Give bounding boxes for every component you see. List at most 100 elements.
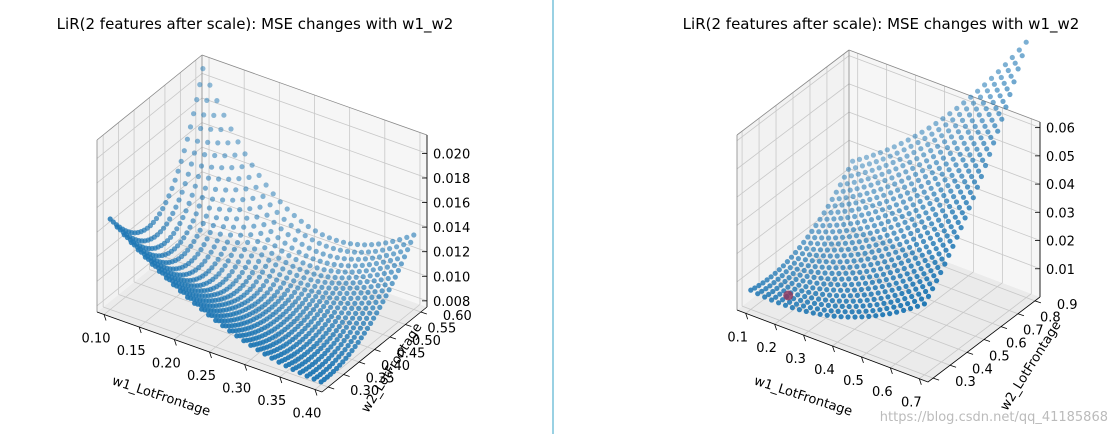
scatter-point (394, 256, 401, 262)
z-gridline-back (848, 55, 1041, 129)
scatter-point (886, 282, 892, 288)
scatter-point (849, 281, 855, 288)
scatter-point (759, 288, 765, 294)
scatter-point (847, 293, 854, 299)
scatter-point (950, 243, 956, 249)
scatter-point (976, 112, 982, 118)
scatter-point (357, 315, 363, 321)
scatter-point (964, 184, 971, 190)
scatter-point (310, 256, 316, 262)
scatter-point (372, 248, 379, 254)
scatter-point (948, 224, 954, 230)
scatter-point (988, 75, 995, 81)
scatter-point (295, 285, 301, 291)
scatter-point (319, 325, 325, 331)
scatter-point (852, 165, 859, 171)
scatter-point (321, 342, 327, 348)
scatter-point (773, 294, 779, 300)
scatter-point (292, 289, 298, 295)
scatter-point (240, 197, 246, 203)
scatter-point (207, 82, 213, 88)
scatter-point (964, 106, 970, 112)
scatter-point (864, 297, 870, 303)
scatter-point (267, 202, 273, 208)
scatter-point (951, 229, 957, 235)
scatter-point (791, 260, 798, 266)
scatter-point (958, 189, 964, 195)
scatter-point (952, 214, 958, 220)
scatter-point (816, 296, 822, 302)
scatter-point (881, 192, 887, 198)
scatter-point (172, 177, 178, 183)
scatter-point (305, 223, 311, 230)
scatter-point (918, 266, 924, 272)
scatter-point (886, 251, 892, 257)
scatter-point (752, 285, 758, 291)
scatter-point (199, 194, 205, 201)
scatter-point (235, 259, 241, 265)
scatter-point (171, 230, 177, 236)
scatter-point (304, 269, 310, 275)
pane-edge (848, 49, 1041, 123)
scatter-point (918, 296, 925, 302)
scatter-point (383, 293, 389, 299)
scatter-point (917, 279, 923, 285)
scatter-point (363, 305, 369, 311)
min-mse-point (783, 290, 794, 301)
scatter-point (833, 235, 839, 241)
scatter-point (369, 255, 376, 261)
scatter-point (802, 257, 809, 263)
scatter-point (882, 289, 888, 295)
scatter-point (876, 278, 883, 284)
scatter-point (915, 227, 921, 234)
scatter-point (807, 279, 813, 285)
scatter-point (334, 295, 340, 301)
scatter-point (344, 248, 350, 254)
scatter-point (256, 258, 262, 264)
scatter-point (904, 239, 910, 245)
scatter-point (982, 123, 988, 129)
scatter-point (866, 161, 873, 167)
scatter-point (836, 270, 842, 277)
z-tick-label: 0.008 (433, 295, 470, 310)
scatter-point (798, 297, 804, 303)
scatter-point (233, 187, 239, 193)
scatter-point (996, 111, 1002, 117)
scatter-point (816, 229, 822, 235)
scatter-point (875, 180, 881, 186)
scatter-point (907, 276, 913, 282)
scatter-point (354, 241, 361, 248)
scatter-point (355, 256, 361, 262)
scatter-point (1011, 79, 1017, 85)
scatter-point (934, 278, 940, 284)
scatter-point (281, 291, 288, 297)
scatter-point (927, 235, 934, 241)
scatter-point (907, 305, 914, 312)
scatter-point (348, 338, 354, 345)
scatter-point (919, 252, 925, 258)
scatter-point (193, 211, 199, 217)
scatter-point (908, 143, 914, 149)
scatter-point (894, 268, 901, 274)
scatter-point (987, 94, 993, 100)
scatter-point (911, 236, 917, 242)
scatter-point (309, 327, 315, 333)
scatter-point (219, 165, 225, 171)
scatter-point (191, 238, 197, 245)
scatter-point (978, 173, 985, 180)
scatter-point (328, 344, 334, 350)
scatter-point (865, 176, 871, 182)
scatter-point (850, 158, 856, 164)
scatter-point (895, 297, 901, 304)
scatter-point (301, 317, 307, 323)
scatter-point (185, 171, 191, 177)
right-chart-title: LiR(2 features after scale): MSE changes… (683, 15, 1080, 34)
scatter-point (317, 337, 323, 343)
scatter-point (925, 263, 931, 269)
scatter-point (820, 223, 826, 229)
z-gridline-back (201, 122, 428, 203)
scatter-point (933, 120, 939, 127)
scatter-point (855, 171, 861, 177)
scatter-point (789, 305, 796, 311)
left-gridlines (96, 54, 428, 390)
